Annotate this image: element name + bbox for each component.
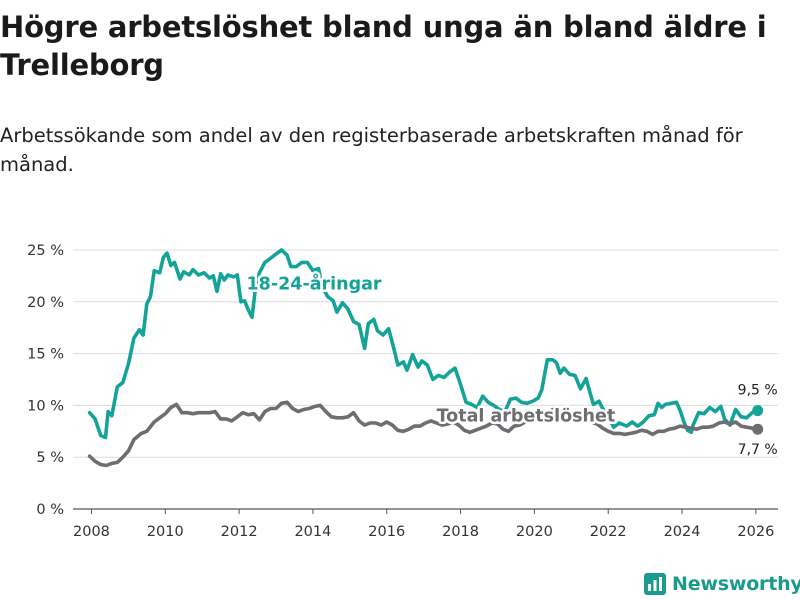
axes: 0 % 5 % 10 % 15 % 20 % 25 % 2008 2010 2012 2014 20… xyxy=(27,243,774,540)
brand-logo: Newsworthy xyxy=(644,570,800,598)
x-tick-label: 2026 xyxy=(737,524,774,540)
x-tick-label: 2020 xyxy=(516,524,553,540)
newsworthy-logo-icon xyxy=(644,573,666,595)
end-value-label-total: 7,7 % xyxy=(738,442,778,458)
y-tick-label: 10 % xyxy=(27,398,64,414)
y-tick-label: 15 % xyxy=(27,347,64,363)
end-value-label-youth: 9,5 % xyxy=(738,383,778,399)
x-tick-label: 2014 xyxy=(294,524,331,540)
y-tick-label: 20 % xyxy=(27,295,64,311)
x-tick-label: 2008 xyxy=(73,524,110,540)
series-line-youth xyxy=(87,248,760,440)
x-tick-label: 2016 xyxy=(368,524,405,540)
series-labels: 9,5 % 7,7 % 18-24-åringar Total arbetslöshe… xyxy=(244,270,778,458)
end-point-youth xyxy=(752,405,764,417)
x-tick-label: 2022 xyxy=(590,524,627,540)
y-tick-label: 25 % xyxy=(27,243,64,259)
end-point-total xyxy=(752,423,764,435)
grid-lines xyxy=(73,249,778,510)
y-tick-label: 5 % xyxy=(36,450,64,466)
y-tick-label: 0 % xyxy=(36,502,64,518)
x-tick-label: 2018 xyxy=(442,524,479,540)
x-tick-label: 2010 xyxy=(147,524,184,540)
x-tick-label: 2024 xyxy=(664,524,701,540)
chart-title: Högre arbetslöshet bland unga än bland ä… xyxy=(0,10,767,82)
x-tick-label: 2012 xyxy=(221,524,258,540)
series-label-total: Total arbetslöshet xyxy=(437,406,616,426)
series-lines xyxy=(87,248,764,468)
brand-name: Newsworthy xyxy=(672,573,800,595)
series-line-total xyxy=(87,400,760,468)
series-label-youth: 18-24-åringar xyxy=(246,272,381,294)
chart-subtitle: Arbetssökande som andel av den registerb… xyxy=(0,124,743,176)
